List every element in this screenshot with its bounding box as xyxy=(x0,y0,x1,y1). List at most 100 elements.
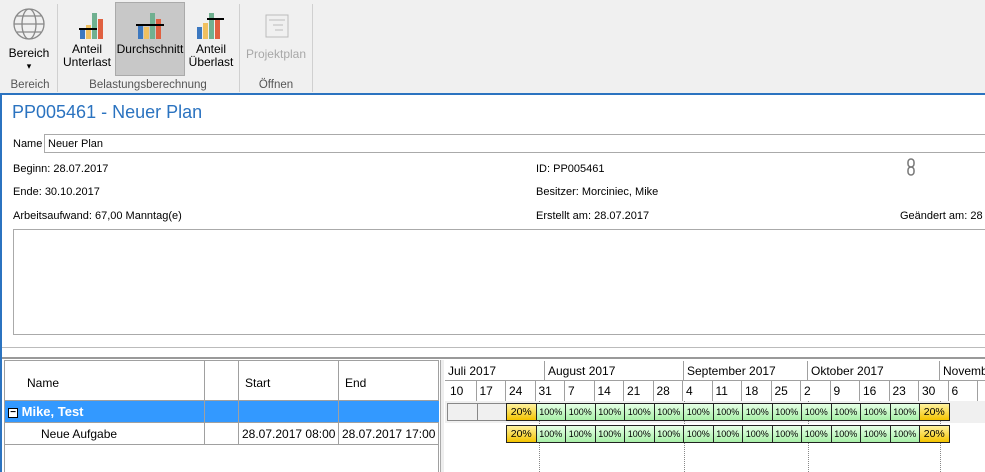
gantt-week: 6 xyxy=(949,381,978,401)
aufwand-label: Arbeitsaufwand: xyxy=(13,210,92,222)
bar-chart-average-icon xyxy=(136,13,164,39)
gantt-load-cell[interactable]: 100% xyxy=(565,425,596,443)
column-header-end[interactable]: End xyxy=(339,361,439,401)
group-label-oeffnen: Öffnen xyxy=(258,79,294,91)
column-header-name[interactable]: Name xyxy=(5,361,205,401)
gantt-load-cell[interactable]: 100% xyxy=(535,403,566,421)
group-label-bereich: Bereich xyxy=(10,79,50,91)
besitzer-label: Besitzer: xyxy=(536,186,579,198)
gantt-load-cell[interactable]: 100% xyxy=(860,425,891,443)
gantt-load-cell[interactable]: 100% xyxy=(683,403,714,421)
anteil-ueberlast-button[interactable]: Anteil Überlast xyxy=(188,3,234,76)
row-end xyxy=(339,401,439,423)
gantt-week: 25 xyxy=(772,381,801,401)
gantt-load-cell[interactable]: 100% xyxy=(683,425,714,443)
besitzer-value: Morciniec, Mike xyxy=(581,186,659,198)
gantt-week: 24 xyxy=(506,381,536,401)
gantt-week: 10 xyxy=(447,381,477,401)
gantt-load-cell[interactable]: 100% xyxy=(594,425,625,443)
gantt-week: 28 xyxy=(654,381,683,401)
beginn-value: 28.07.2017 xyxy=(53,163,109,175)
frame-border xyxy=(0,95,2,472)
gantt-load-cell[interactable]: 100% xyxy=(889,403,920,421)
gantt-week: 16 xyxy=(860,381,890,401)
gantt-week: 2 xyxy=(801,381,831,401)
gantt-load-cell[interactable]: 100% xyxy=(801,403,832,421)
gantt-load-cell[interactable]: 100% xyxy=(830,403,861,421)
bar-chart-underload-icon xyxy=(79,13,103,39)
gantt-week: 18 xyxy=(742,381,772,401)
projektplan-button[interactable]: Projektplan xyxy=(244,3,308,76)
gantt-load-cell[interactable]: 100% xyxy=(860,403,891,421)
divider xyxy=(2,357,985,359)
gantt-load-cell[interactable]: 100% xyxy=(771,403,802,421)
bar-chart-overload-icon xyxy=(197,13,224,39)
gantt-week: 21 xyxy=(624,381,654,401)
gantt-month: Juli 2017 xyxy=(445,361,545,381)
gantt-week: 7 xyxy=(565,381,595,401)
divider xyxy=(239,4,240,92)
gantt-load-cell[interactable]: 100% xyxy=(830,425,861,443)
page-title: PP005461 - Neuer Plan xyxy=(12,102,203,122)
erstellt-label: Erstellt am: xyxy=(536,210,592,222)
gantt-load-cell[interactable]: 100% xyxy=(565,403,596,421)
name-input[interactable] xyxy=(44,134,985,153)
gantt-load-cell[interactable]: 100% xyxy=(624,403,655,421)
gantt-week: 9 xyxy=(831,381,860,401)
geaendert-value: 28 xyxy=(970,210,983,222)
gantt-load-cell[interactable]: 20% xyxy=(506,425,537,443)
chain-link-icon[interactable] xyxy=(906,158,916,179)
ribbon: Bereich ▾ Anteil Unterlast Durchschnitt … xyxy=(0,0,985,95)
row-start xyxy=(239,401,339,423)
gantt-week: 14 xyxy=(595,381,624,401)
bereich-button[interactable]: Bereich ▾ xyxy=(4,3,54,76)
gantt-load-cell[interactable]: 100% xyxy=(653,425,684,443)
gantt-load-cell[interactable] xyxy=(476,403,507,421)
globe-icon xyxy=(13,8,45,40)
table-row[interactable]: − Mike, Test xyxy=(5,401,439,423)
description-textarea[interactable] xyxy=(13,229,985,335)
gantt-week: 11 xyxy=(713,381,742,401)
gantt-month: Oktober 2017 xyxy=(808,361,940,381)
aufwand-value: 67,00 Manntag(e) xyxy=(94,210,182,222)
column-header-start[interactable]: Start xyxy=(239,361,339,401)
gantt-load-cell[interactable]: 100% xyxy=(712,425,743,443)
collapse-icon[interactable]: − xyxy=(8,407,18,418)
gantt-load-cell[interactable]: 100% xyxy=(889,425,920,443)
beginn-label: Beginn: xyxy=(13,163,51,175)
durchschnitt-button[interactable]: Durchschnitt xyxy=(115,2,185,76)
row-start: 28.07.2017 08:00 xyxy=(239,423,339,445)
gantt-load-cell[interactable]: 100% xyxy=(801,425,832,443)
row-end: 28.07.2017 17:00 xyxy=(339,423,439,445)
gantt-load-cell[interactable]: 100% xyxy=(594,403,625,421)
task-name: Neue Aufgabe xyxy=(5,423,205,445)
id-label: ID: xyxy=(536,163,551,175)
gantt-load-cell[interactable]: 100% xyxy=(771,425,802,443)
divider xyxy=(2,347,985,348)
gantt-load-cell[interactable]: 20% xyxy=(919,425,950,443)
gantt-week: 30 xyxy=(919,381,949,401)
anteil-unterlast-button[interactable]: Anteil Unterlast xyxy=(62,3,112,76)
id-value: PP005461 xyxy=(553,163,605,175)
gantt-load-cell[interactable]: 100% xyxy=(742,403,773,421)
gantt-load-cell[interactable]: 100% xyxy=(742,425,773,443)
gantt-load-cell[interactable]: 100% xyxy=(712,403,743,421)
divider xyxy=(57,4,58,92)
name-label: Name xyxy=(13,138,43,150)
gantt-load-cell[interactable]: 20% xyxy=(506,403,537,421)
gantt-month: Novemb xyxy=(940,361,985,381)
table-row[interactable]: Neue Aufgabe 28.07.2017 08:00 28.07.2017… xyxy=(5,423,439,445)
gantt-load-cell[interactable]: 100% xyxy=(535,425,566,443)
splitter[interactable] xyxy=(440,360,444,472)
gantt-load-cell[interactable]: 100% xyxy=(624,425,655,443)
ende-label: Ende: xyxy=(13,186,42,198)
gantt-month: August 2017 xyxy=(545,361,684,381)
column-header-blank[interactable] xyxy=(205,361,239,401)
ende-value: 30.10.2017 xyxy=(44,186,100,198)
gantt-load-cell[interactable]: 100% xyxy=(653,403,684,421)
divider xyxy=(312,4,313,92)
gantt-load-cell[interactable]: 20% xyxy=(919,403,950,421)
erstellt-value: 28.07.2017 xyxy=(594,210,650,222)
gantt-load-cell[interactable] xyxy=(447,403,478,421)
gantt-week: 23 xyxy=(890,381,919,401)
